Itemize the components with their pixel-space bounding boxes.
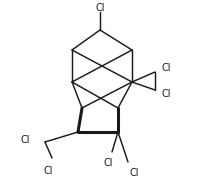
Text: Cl: Cl [95, 3, 104, 13]
Text: Cl: Cl [161, 89, 171, 99]
Text: Cl: Cl [43, 166, 52, 176]
Text: Cl: Cl [129, 168, 139, 178]
Text: Cl: Cl [103, 158, 112, 168]
Text: Cl: Cl [20, 135, 30, 145]
Text: Cl: Cl [161, 63, 171, 73]
